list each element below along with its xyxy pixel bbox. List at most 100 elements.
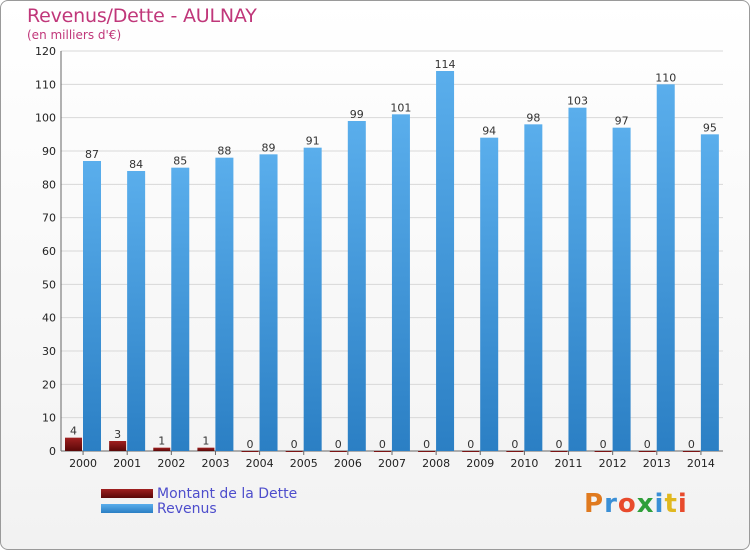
- bar-dette: [241, 451, 259, 452]
- logo-letter: r: [604, 489, 618, 519]
- data-label-dette: 0: [291, 438, 298, 451]
- x-tick-label: 2011: [555, 457, 583, 470]
- data-label-revenus: 101: [390, 101, 411, 114]
- legend-swatch-revenus: [101, 504, 153, 513]
- data-label-revenus: 88: [217, 145, 231, 158]
- bar-dette: [418, 451, 436, 452]
- bar-dette: [373, 451, 391, 452]
- bar-revenus: [524, 124, 543, 451]
- bar-revenus: [171, 167, 190, 451]
- x-tick-label: 2005: [290, 457, 318, 470]
- data-label-dette: 0: [644, 438, 651, 451]
- x-tick-label: 2014: [687, 457, 715, 470]
- logo-letter: x: [636, 489, 655, 519]
- logo-letter: i: [654, 489, 665, 519]
- legend-label-revenus: Revenus: [157, 501, 217, 517]
- data-label-dette: 0: [688, 438, 695, 451]
- y-tick-label: 120: [35, 45, 56, 58]
- data-label-revenus: 84: [129, 158, 143, 171]
- x-tick-label: 2007: [378, 457, 406, 470]
- bar-dette: [638, 451, 656, 452]
- data-label-revenus: 114: [435, 58, 456, 71]
- x-tick-label: 2009: [466, 457, 494, 470]
- bar-revenus: [612, 127, 631, 452]
- bar-revenus: [259, 154, 278, 452]
- y-tick-label: 90: [42, 145, 56, 158]
- bar-dette: [550, 451, 568, 452]
- bar-dette: [682, 451, 700, 452]
- x-tick-label: 2004: [246, 457, 274, 470]
- y-tick-label: 10: [42, 412, 56, 425]
- data-label-dette: 3: [114, 428, 121, 441]
- logo-letter: t: [664, 489, 678, 519]
- bar-dette: [285, 451, 303, 452]
- y-tick-label: 20: [42, 378, 56, 391]
- data-label-dette: 0: [555, 438, 562, 451]
- data-label-revenus: 95: [703, 121, 717, 134]
- data-label-revenus: 94: [482, 125, 496, 138]
- y-tick-label: 0: [49, 445, 56, 458]
- data-label-revenus: 98: [526, 111, 540, 124]
- y-tick-label: 30: [42, 345, 56, 358]
- legend-label-dette: Montant de la Dette: [157, 486, 298, 502]
- bar-dette: [197, 447, 215, 451]
- bar-dette: [462, 451, 480, 452]
- bar-revenus: [215, 157, 234, 451]
- data-label-revenus: 99: [350, 108, 364, 121]
- x-tick-label: 2013: [643, 457, 671, 470]
- bar-revenus: [700, 134, 719, 452]
- data-label-revenus: 89: [262, 141, 276, 154]
- y-tick-label: 40: [42, 312, 56, 325]
- legend-swatch-dette: [101, 489, 153, 498]
- data-label-dette: 1: [158, 435, 165, 448]
- logo-letter: P: [584, 489, 605, 519]
- bar-dette: [109, 441, 127, 451]
- bar-revenus: [127, 171, 146, 451]
- bar-dette: [153, 447, 171, 451]
- bar-dette: [506, 451, 524, 452]
- x-tick-label: 2000: [69, 457, 97, 470]
- y-tick-label: 50: [42, 278, 56, 291]
- bar-revenus: [436, 71, 455, 451]
- y-tick-label: 60: [42, 245, 56, 258]
- logo-letter: i: [677, 489, 688, 519]
- bar-revenus: [83, 161, 101, 451]
- x-tick-label: 2003: [201, 457, 229, 470]
- data-label-dette: 0: [511, 438, 518, 451]
- data-label-dette: 0: [600, 438, 607, 451]
- bar-dette: [65, 437, 82, 451]
- x-tick-label: 2006: [334, 457, 362, 470]
- y-tick-label: 80: [42, 178, 56, 191]
- x-tick-label: 2012: [599, 457, 627, 470]
- data-label-dette: 0: [423, 438, 430, 451]
- bar-dette: [329, 451, 347, 452]
- bar-revenus: [480, 137, 499, 451]
- y-tick-label: 100: [35, 112, 56, 125]
- data-label-dette: 0: [335, 438, 342, 451]
- x-tick-label: 2008: [422, 457, 450, 470]
- data-label-revenus: 87: [85, 148, 99, 161]
- data-label-revenus: 103: [567, 95, 588, 108]
- bar-revenus: [568, 107, 587, 452]
- data-label-revenus: 91: [306, 135, 320, 148]
- data-label-revenus: 97: [615, 115, 629, 128]
- bar-revenus: [347, 121, 366, 451]
- data-label-dette: 1: [202, 435, 209, 448]
- bar-revenus: [656, 84, 675, 451]
- x-tick-label: 2010: [510, 457, 538, 470]
- x-tick-label: 2002: [157, 457, 185, 470]
- bar-dette: [594, 451, 612, 452]
- data-label-dette: 0: [247, 438, 254, 451]
- chart-subtitle: (en milliers d'€): [27, 28, 122, 42]
- proxiti-logo: Proxiti: [584, 489, 688, 519]
- chart-title: Revenus/Dette - AULNAY: [27, 5, 257, 27]
- data-label-dette: 0: [467, 438, 474, 451]
- y-tick-label: 70: [42, 212, 56, 225]
- bar-revenus: [391, 114, 410, 451]
- x-tick-label: 2001: [113, 457, 141, 470]
- y-tick-label: 110: [35, 78, 56, 91]
- data-label-dette: 0: [379, 438, 386, 451]
- data-label-dette: 4: [70, 425, 77, 438]
